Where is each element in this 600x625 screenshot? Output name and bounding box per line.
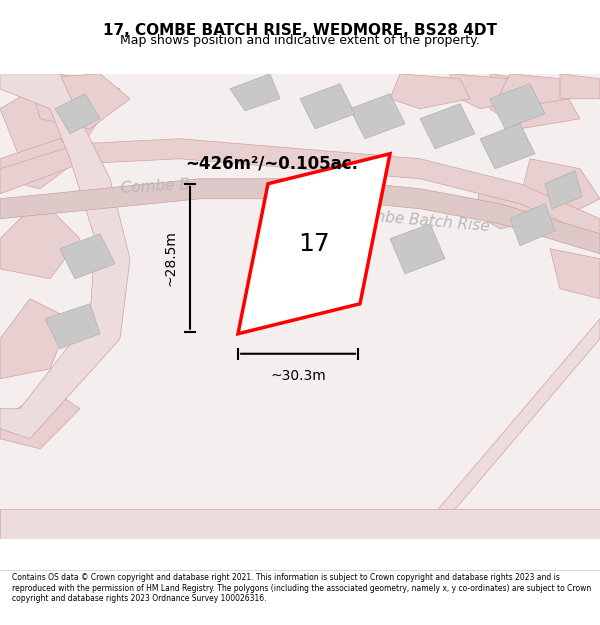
Polygon shape xyxy=(560,74,600,99)
Text: 17: 17 xyxy=(298,232,330,256)
Polygon shape xyxy=(390,224,445,274)
Polygon shape xyxy=(510,204,555,246)
Polygon shape xyxy=(550,249,600,299)
Text: ~28.5m: ~28.5m xyxy=(164,230,178,286)
Text: Combe B: Combe B xyxy=(120,177,190,196)
Polygon shape xyxy=(350,94,405,139)
Polygon shape xyxy=(490,74,580,129)
Polygon shape xyxy=(480,124,535,169)
Text: ~426m²/~0.105ac.: ~426m²/~0.105ac. xyxy=(185,155,358,172)
Polygon shape xyxy=(0,199,80,279)
Polygon shape xyxy=(0,389,80,449)
Polygon shape xyxy=(500,74,570,107)
Polygon shape xyxy=(0,139,80,189)
Text: Combe Batch Rise: Combe Batch Rise xyxy=(350,208,491,234)
Polygon shape xyxy=(545,171,582,209)
Polygon shape xyxy=(255,254,320,304)
Polygon shape xyxy=(300,84,355,129)
Polygon shape xyxy=(390,74,470,109)
Text: Map shows position and indicative extent of the property.: Map shows position and indicative extent… xyxy=(120,34,480,48)
Polygon shape xyxy=(475,189,545,229)
Polygon shape xyxy=(238,154,390,334)
Polygon shape xyxy=(0,509,600,539)
Polygon shape xyxy=(0,74,120,159)
Polygon shape xyxy=(0,179,600,254)
Polygon shape xyxy=(450,74,530,109)
Polygon shape xyxy=(0,299,70,379)
Polygon shape xyxy=(520,159,600,219)
Polygon shape xyxy=(0,74,600,539)
Polygon shape xyxy=(45,304,100,349)
Polygon shape xyxy=(230,74,280,111)
Polygon shape xyxy=(0,139,600,239)
Polygon shape xyxy=(55,94,100,134)
Polygon shape xyxy=(490,84,545,129)
Text: Contains OS data © Crown copyright and database right 2021. This information is : Contains OS data © Crown copyright and d… xyxy=(12,573,591,603)
Text: 17, COMBE BATCH RISE, WEDMORE, BS28 4DT: 17, COMBE BATCH RISE, WEDMORE, BS28 4DT xyxy=(103,23,497,38)
Polygon shape xyxy=(0,74,130,439)
Polygon shape xyxy=(30,74,130,129)
Polygon shape xyxy=(390,319,600,539)
Polygon shape xyxy=(60,234,115,279)
Text: ~30.3m: ~30.3m xyxy=(270,369,326,382)
Polygon shape xyxy=(420,104,475,149)
